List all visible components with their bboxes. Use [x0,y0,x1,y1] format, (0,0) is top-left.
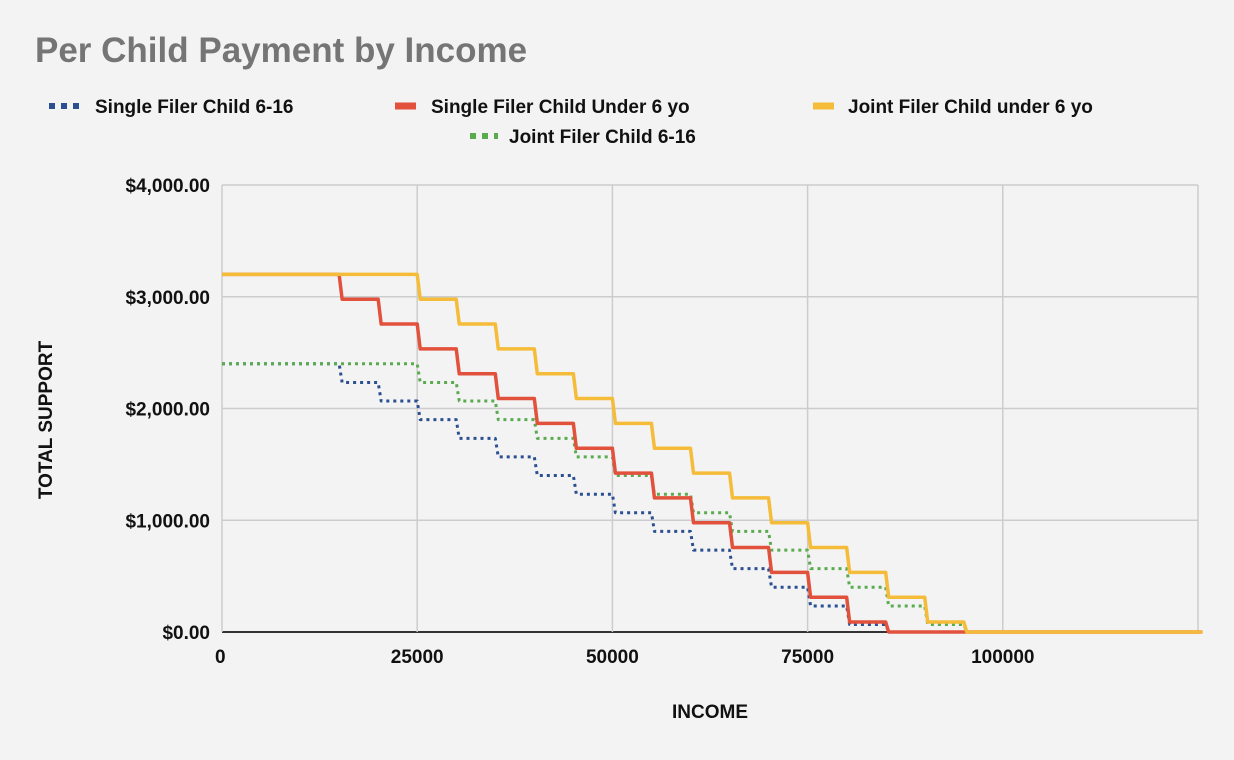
legend: Single Filer Child 6-16 Single Filer Chi… [49,97,1093,148]
y-tick-label: $4,000.00 [125,176,210,197]
y-tick-label: $3,000.00 [125,288,210,309]
chart-title: Per Child Payment by Income [35,31,527,70]
y-tick-label: $0.00 [162,623,210,644]
legend-label-joint-6-16: Joint Filer Child 6-16 [509,127,696,148]
y-axis-ticks: $0.00 $1,000.00 $2,000.00 $3,000.00 $4,000.0… [125,176,210,644]
x-axis-title: INCOME [672,702,748,723]
series-line-joint-filer-child-under-6-yo [222,272,1203,634]
x-tick-label: 0 [215,647,226,668]
gridlines [221,184,1199,633]
series-lines [222,272,1203,634]
y-axis-title: TOTAL SUPPORT [36,340,57,499]
legend-label-single-under-6: Single Filer Child Under 6 yo [431,97,690,118]
x-tick-label: 50000 [586,647,639,668]
x-tick-label: 100000 [971,647,1034,668]
series-line-single-filer-child-6-16 [222,362,1203,634]
x-tick-label: 75000 [781,647,834,668]
series-line-single-filer-child-under-6-yo [222,272,1203,634]
legend-label-single-6-16: Single Filer Child 6-16 [95,97,294,118]
x-axis-ticks: 0 25000 50000 75000 100000 [215,647,1035,668]
y-tick-label: $1,000.00 [125,511,210,532]
series-line-joint-filer-child-6-16 [222,362,1203,634]
x-tick-label: 25000 [391,647,444,668]
legend-label-joint-under-6: Joint Filer Child under 6 yo [848,97,1093,118]
y-tick-label: $2,000.00 [125,400,210,421]
